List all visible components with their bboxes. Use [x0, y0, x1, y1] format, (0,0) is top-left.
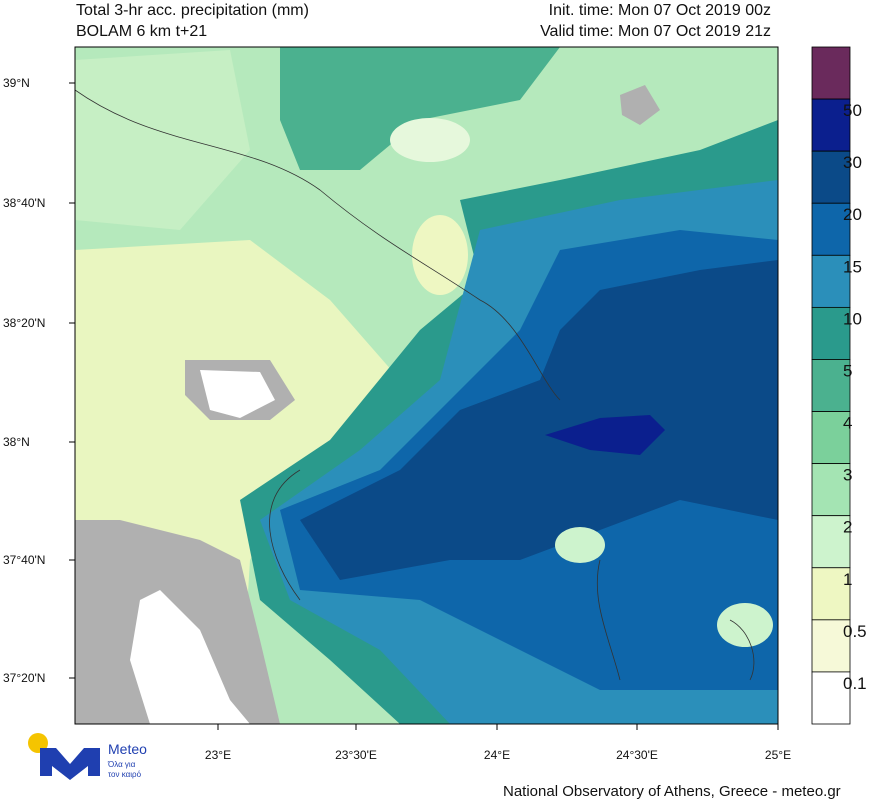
colorbar-label: 15 [843, 257, 862, 276]
lat-label: 39°N [3, 76, 30, 90]
lat-label: 38°N [3, 435, 30, 449]
colorbar-box [811, 202, 851, 256]
lon-label: 24°30'E [616, 748, 658, 762]
logo: Meteo Όλα για τον καιρό [28, 733, 147, 780]
colorbar-box [811, 619, 851, 673]
lon-label: 23°E [205, 748, 231, 762]
precip-field [75, 47, 778, 724]
colorbar-label: 0.5 [843, 622, 867, 641]
colorbar-box [811, 98, 851, 152]
colorbar-label: 5 [843, 361, 852, 380]
init-time: Init. time: Mon 07 Oct 2019 00z [549, 2, 771, 19]
colorbar-box [811, 567, 851, 621]
map-frame [74, 46, 779, 725]
colorbar-box [811, 306, 851, 360]
lat-label: 38°40'N [3, 196, 45, 210]
lat-label: 38°20'N [3, 316, 45, 330]
colorbar-label: 20 [843, 205, 862, 224]
colorbar-box [811, 254, 851, 308]
footer: National Observatory of Athens, Greece -… [503, 783, 841, 800]
lat-label: 37°20'N [3, 671, 45, 685]
logo-mark [40, 748, 100, 780]
lon-label: 23°30'E [335, 748, 377, 762]
colorbar-label: 10 [843, 309, 862, 328]
colorbar-box [811, 671, 851, 725]
lon-label: 25°E [765, 748, 791, 762]
colorbar-label: 1 [843, 570, 852, 589]
logo-name: Meteo [108, 741, 147, 757]
colorbar-box [811, 515, 851, 569]
colorbar-label: 2 [843, 518, 852, 537]
colorbar-label: 4 [843, 414, 852, 433]
title: Total 3-hr acc. precipitation (mm) [76, 2, 309, 19]
valid-time: Valid time: Mon 07 Oct 2019 21z [540, 23, 771, 40]
colorbar-box [811, 150, 851, 204]
lon-label: 24°E [484, 748, 510, 762]
colorbar-box [811, 359, 851, 412]
colorbar-label: 30 [843, 153, 862, 172]
colorbar-label: 50 [843, 101, 862, 120]
colorbar-box [811, 46, 851, 100]
colorbar: 50 30 20 15 10 5 4 3 2 1 0.5 0.1 [811, 46, 867, 725]
lon-axis: 23°E 23°30'E 24°E 24°30'E 25°E [205, 724, 791, 762]
lat-axis: 39°N 38°40'N 38°20'N 38°N 37°40'N 37°20'N [3, 76, 75, 685]
colorbar-box [811, 463, 851, 517]
colorbar-label: 0.1 [843, 674, 867, 693]
logo-tagline: Όλα για [107, 760, 136, 769]
logo-tagline: τον καιρό [108, 770, 142, 779]
model-label: BOLAM 6 km t+21 [76, 23, 207, 40]
colorbar-box [811, 411, 851, 465]
colorbar-label: 3 [843, 466, 852, 485]
lat-label: 37°40'N [3, 553, 45, 567]
